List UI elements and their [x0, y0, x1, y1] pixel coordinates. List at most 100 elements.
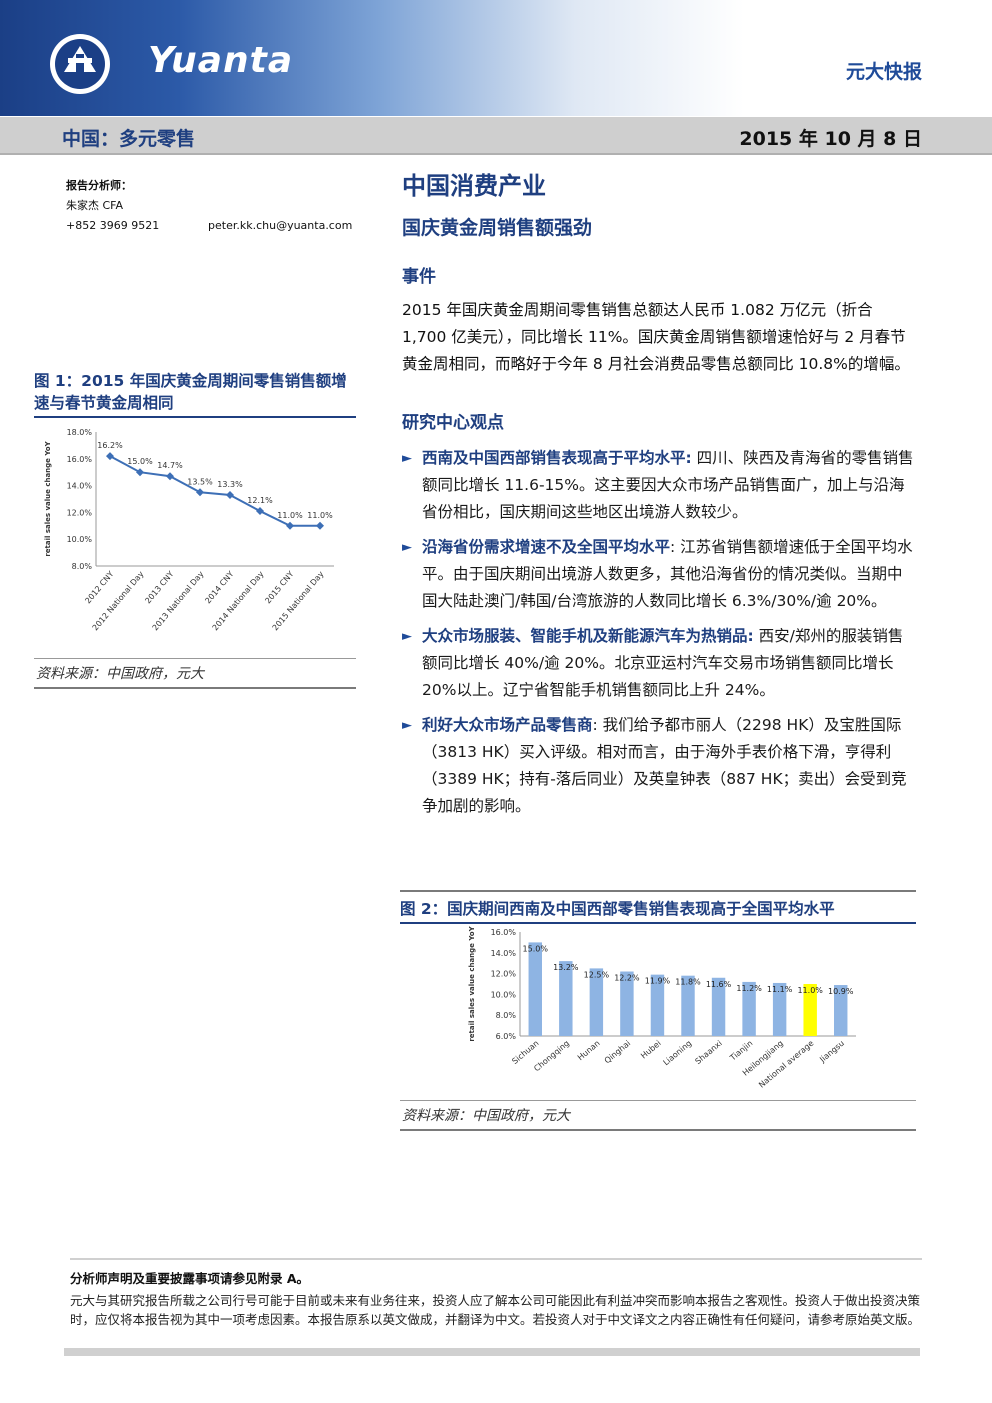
analyst-name: 朱家杰 CFA [66, 199, 124, 212]
event-paragraph: 2015 年国庆黄金周期间零售销售总额达人民币 1.082 万亿元（折合 1,7… [402, 301, 910, 373]
bullet-item: ► 沿海省份需求增速不及全国平均水平: 江苏省销售额增速低于全国平均水平。由于国… [402, 534, 916, 615]
bullet-bold: 沿海省份需求增速不及全国平均水平 [422, 538, 671, 556]
data-label: 12.1% [247, 496, 273, 505]
data-label: 11.8% [675, 978, 701, 987]
data-label: 11.1% [767, 985, 793, 994]
y-tick-label: 10.0% [491, 990, 517, 999]
data-label: 11.0% [277, 511, 303, 520]
series-line [109, 455, 320, 527]
bullet-item: ► 西南及中国西部销售表现高于平均水平: 四川、陕西及青海省的零售销售额同比增长… [402, 445, 916, 526]
data-label: 11.0% [307, 511, 333, 520]
data-label: 11.2% [736, 984, 762, 993]
figure-1-title: 图 1：2015 年国庆黄金周期间零售销售额增速与春节黄金周相同 [34, 370, 356, 418]
x-tick-label: Sichuan [510, 1039, 540, 1066]
bar [650, 974, 665, 1036]
y-tick-label: 12.0% [67, 508, 93, 517]
bar [742, 981, 756, 1036]
page-title: 中国消费产业 [402, 172, 546, 200]
arrow-bullet-icon: ► [402, 718, 412, 733]
data-point [166, 472, 174, 481]
data-label: 13.5% [187, 477, 213, 486]
y-tick-label: 14.0% [67, 482, 93, 491]
arrow-bullet-icon: ► [402, 451, 412, 466]
bar [711, 977, 726, 1036]
y-tick-label: 12.0% [491, 970, 517, 979]
bar [681, 975, 695, 1036]
data-point [286, 521, 294, 530]
bullet-bold: 大众市场服装、智能手机及新能源汽车为热销品: [422, 627, 754, 645]
y-tick-label: 16.0% [67, 455, 93, 464]
data-label: 15.0% [523, 944, 549, 953]
analyst-label: 报告分析师： [66, 179, 132, 192]
x-tick-label: 2012 National Day [91, 569, 146, 632]
x-tick-label: 2013 CNY [143, 569, 175, 605]
disclaimer-heading: 分析师声明及重要披露事项请参见附录 A。 [70, 1271, 310, 1286]
data-label: 14.7% [157, 461, 183, 470]
bar [620, 971, 634, 1036]
bullet-text: : 我们给予都市丽人（2298 HK）及宝胜国际（3813 HK）买入评级。相对… [422, 716, 907, 815]
bar [559, 961, 573, 1036]
figure-2-source: 资料来源：中国政府，元大 [400, 1100, 916, 1131]
data-label: 15.0% [127, 457, 153, 466]
data-point [226, 490, 234, 499]
analyst-phone: +852 3969 9521 [66, 219, 160, 232]
data-point [256, 507, 264, 516]
header-banner [0, 0, 992, 116]
disclaimer-text: 元大与其研究报告所载之公司行号可能于目前或未来有业务往来，投资人应了解本公司可能… [70, 1293, 921, 1327]
x-tick-label: Shaanxi [694, 1039, 724, 1066]
x-tick-label: Tianjin [728, 1039, 755, 1063]
bullet-text: 西安/郑州的服装销售额同比增长 40%/逾 20%。北京亚运村汽车交易市场销售额… [422, 627, 904, 699]
y-tick-label: 16.0% [491, 928, 517, 937]
y-axis-label: retail sales value change YoY [468, 925, 476, 1041]
y-tick-label: 8.0% [72, 562, 93, 571]
bullet-bold: 利好大众市场产品零售商 [422, 716, 593, 734]
bullet-item: ► 利好大众市场产品零售商: 我们给予都市丽人（2298 HK）及宝胜国际（38… [402, 712, 916, 820]
x-tick-label: Liaoning [662, 1039, 694, 1068]
yuanta-logo-icon [50, 34, 110, 94]
disclaimer: 分析师声明及重要披露事项请参见附录 A。 元大与其研究报告所载之公司行号可能于目… [70, 1258, 922, 1329]
data-point [196, 488, 204, 497]
bar [772, 982, 787, 1036]
sector-bar [0, 117, 992, 155]
x-tick-label: 2015 CNY [263, 569, 295, 605]
footer-rule [64, 1348, 920, 1356]
x-tick-label: 2015 National Day [271, 569, 326, 632]
line-chart: 8.0% 10.0% 12.0% 14.0% 16.0% 18.0% retail sale… [44, 428, 334, 632]
brand-name: Yuanta [148, 40, 294, 81]
data-label: 16.2% [97, 441, 123, 450]
figure-2-title: 图 2：国庆期间西南及中国西部零售销售表现高于全国平均水平 [400, 898, 916, 924]
y-tick-label: 10.0% [67, 535, 93, 544]
y-axis-label: retail sales value change YoY [44, 440, 52, 556]
data-label: 13.2% [553, 963, 579, 972]
y-tick-label: 6.0% [496, 1032, 517, 1041]
bar [834, 985, 848, 1036]
main-content: 中国消费产业 国庆黄金周销售额强劲 事件 2015 年国庆黄金周期间零售销售总额… [402, 166, 916, 828]
view-heading: 研究中心观点 [402, 413, 504, 433]
data-label: 11.9% [645, 977, 671, 986]
analyst-email[interactable]: peter.kk.chu@yuanta.com [208, 219, 353, 232]
data-label: 11.0% [797, 986, 823, 995]
analyst-info: 报告分析师： 朱家杰 CFA +852 3969 9521 peter.kk.c… [66, 176, 352, 236]
y-tick-label: 8.0% [496, 1011, 517, 1020]
sector-label: 中国：多元零售 [62, 128, 196, 150]
event-heading: 事件 [402, 267, 436, 287]
bullet-text: : 江苏省销售额增速低于全国平均水平。由于国庆期间出境游人数更多，其他沿海省份的… [422, 538, 913, 610]
data-label: 11.6% [706, 980, 732, 989]
bar [803, 984, 817, 1036]
x-tick-label: 2014 CNY [203, 569, 235, 605]
x-tick-label: National average [757, 1039, 815, 1090]
bullet-bold: 西南及中国西部销售表现高于平均水平: [422, 449, 692, 467]
report-date: 2015 年 10 月 8 日 [739, 128, 922, 150]
bullet-list: ► 西南及中国西部销售表现高于平均水平: 四川、陕西及青海省的零售销售额同比增长… [402, 445, 916, 820]
bar [589, 968, 604, 1036]
arrow-bullet-icon: ► [402, 629, 412, 644]
data-label: 12.5% [584, 970, 610, 979]
figure-2: 图 2：国庆期间西南及中国西部零售销售表现高于全国平均水平 6.0% 8.0% 10… [400, 890, 916, 1131]
report-type: 元大快报 [845, 61, 922, 83]
figure-1-source: 资料来源：中国政府，元大 [34, 658, 356, 689]
data-point [136, 468, 144, 477]
bullet-item: ► 大众市场服装、智能手机及新能源汽车为热销品: 西安/郑州的服装销售额同比增长… [402, 623, 916, 704]
x-tick-label: Jiangsu [817, 1039, 846, 1065]
data-label: 13.3% [217, 480, 243, 489]
x-tick-label: Qinghai [603, 1039, 632, 1066]
